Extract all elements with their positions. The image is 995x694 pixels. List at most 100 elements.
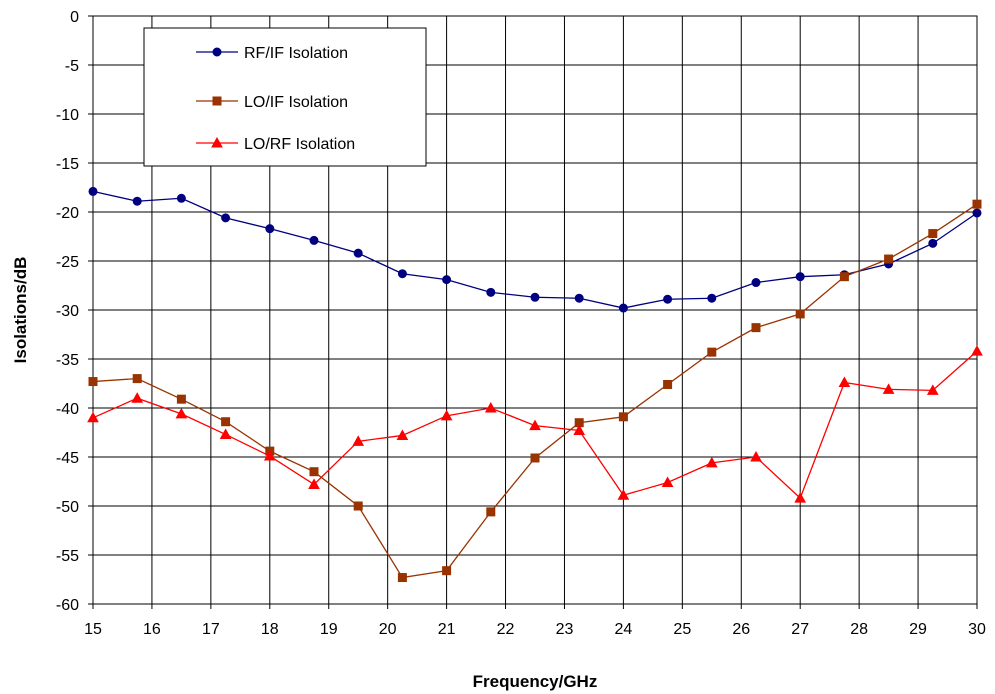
data-point-lo-if-isolation xyxy=(221,417,231,427)
legend-box xyxy=(143,27,427,167)
data-point-lo-rf-isolation xyxy=(882,383,895,394)
x-tick-label: 22 xyxy=(497,621,515,638)
data-point-lo-if-isolation xyxy=(530,453,540,463)
legend-label-rf-if-isolation: RF/IF Isolation xyxy=(244,45,348,62)
data-point-lo-rf-isolation xyxy=(175,407,188,419)
data-point-rf-if-isolation xyxy=(928,238,938,248)
data-point-lo-rf-isolation xyxy=(750,450,762,462)
x-tick-label: 17 xyxy=(202,621,220,638)
data-point-lo-if-isolation xyxy=(618,412,628,422)
data-point-lo-rf-isolation xyxy=(971,345,983,356)
data-point-lo-rf-isolation xyxy=(440,409,453,421)
data-point-lo-rf-isolation xyxy=(705,456,718,468)
data-point-lo-rf-isolation xyxy=(352,435,365,446)
data-point-rf-if-isolation xyxy=(486,287,496,297)
data-point-rf-if-isolation xyxy=(397,269,407,279)
legend: RF/IF Isolation LO/IF Isolation LO/RF Isol… xyxy=(143,27,427,167)
y-tick-label: -60 xyxy=(56,597,79,614)
series-layer xyxy=(87,186,983,583)
data-point-lo-if-isolation xyxy=(839,272,849,282)
series-lo-if-isolation xyxy=(88,199,982,583)
data-point-lo-if-isolation xyxy=(132,374,142,384)
series-line-rf-if-isolation xyxy=(92,190,978,309)
data-point-lo-if-isolation xyxy=(353,501,363,511)
series-rf-if-isolation xyxy=(88,186,982,313)
data-point-rf-if-isolation xyxy=(309,235,319,245)
data-point-lo-rf-isolation xyxy=(529,419,541,431)
y-tick-label: -15 xyxy=(56,156,79,173)
data-point-rf-if-isolation xyxy=(707,293,717,303)
data-point-lo-rf-isolation xyxy=(838,376,851,388)
x-tick-label: 21 xyxy=(438,621,456,638)
x-axis-title: Frequency/GHz xyxy=(473,672,598,691)
data-point-lo-rf-isolation xyxy=(131,392,144,403)
legend-marker-lo-if-isolation xyxy=(212,96,222,106)
data-point-rf-if-isolation xyxy=(265,224,275,234)
data-point-rf-if-isolation xyxy=(972,208,982,218)
data-point-lo-rf-isolation xyxy=(794,492,807,503)
data-point-rf-if-isolation xyxy=(132,196,142,206)
x-tick-label: 23 xyxy=(556,621,574,638)
data-point-lo-if-isolation xyxy=(928,229,938,239)
y-tick-label: -10 xyxy=(56,107,79,124)
data-point-lo-if-isolation xyxy=(884,254,894,264)
data-point-lo-rf-isolation xyxy=(484,401,497,413)
x-tick-label: 29 xyxy=(909,621,927,638)
y-tick-label: -5 xyxy=(65,58,79,75)
data-point-lo-rf-isolation xyxy=(219,428,232,439)
x-tick-label: 15 xyxy=(84,621,102,638)
axes: Frequency/GHz Isolations/dB 15 16 17 18 19 20… xyxy=(11,9,986,691)
data-point-lo-if-isolation xyxy=(88,377,98,387)
data-point-lo-rf-isolation xyxy=(926,384,939,395)
y-tick-label: -30 xyxy=(56,303,79,320)
y-tick-label: -45 xyxy=(56,450,79,467)
data-point-lo-if-isolation xyxy=(397,573,407,583)
data-point-lo-if-isolation xyxy=(795,309,805,319)
x-tick-label: 27 xyxy=(791,621,809,638)
data-point-lo-if-isolation xyxy=(663,379,673,389)
series-lo-rf-isolation xyxy=(87,345,983,503)
data-point-rf-if-isolation xyxy=(751,278,761,288)
x-tick-label: 30 xyxy=(968,621,986,638)
data-point-lo-if-isolation xyxy=(972,199,982,209)
y-tick-label: -20 xyxy=(56,205,79,222)
data-point-lo-if-isolation xyxy=(442,566,452,576)
data-point-rf-if-isolation xyxy=(442,275,452,285)
data-point-lo-rf-isolation xyxy=(87,411,99,423)
x-tick-label: 18 xyxy=(261,621,279,638)
data-point-rf-if-isolation xyxy=(176,193,186,203)
data-point-lo-rf-isolation xyxy=(263,449,276,461)
legend-label-lo-if-isolation: LO/IF Isolation xyxy=(244,94,348,111)
data-point-lo-rf-isolation xyxy=(617,489,630,500)
data-point-lo-if-isolation xyxy=(309,467,319,477)
data-point-lo-if-isolation xyxy=(707,347,717,357)
x-tick-label: 28 xyxy=(850,621,868,638)
data-point-lo-rf-isolation xyxy=(661,476,674,487)
series-line-lo-if-isolation xyxy=(92,203,978,579)
y-tick-label: -25 xyxy=(56,254,79,271)
data-point-lo-if-isolation xyxy=(751,323,761,333)
y-tick-label: 0 xyxy=(70,9,79,26)
y-tick-label: -35 xyxy=(56,352,79,369)
data-point-lo-if-isolation xyxy=(176,394,186,404)
data-point-lo-rf-isolation xyxy=(573,424,586,436)
data-point-rf-if-isolation xyxy=(88,186,98,196)
y-axis-title: Isolations/dB xyxy=(11,257,30,364)
x-tick-label: 25 xyxy=(673,621,691,638)
data-point-rf-if-isolation xyxy=(574,293,584,303)
x-tick-label: 19 xyxy=(320,621,338,638)
data-point-rf-if-isolation xyxy=(618,303,628,313)
data-point-rf-if-isolation xyxy=(795,272,805,282)
x-tick-label: 24 xyxy=(615,621,633,638)
data-point-rf-if-isolation xyxy=(530,292,540,302)
data-point-lo-if-isolation xyxy=(486,507,496,517)
y-tick-label: -40 xyxy=(56,401,79,418)
data-point-rf-if-isolation xyxy=(353,248,363,258)
data-point-rf-if-isolation xyxy=(663,294,673,304)
data-point-rf-if-isolation xyxy=(221,213,231,223)
legend-marker-rf-if-isolation xyxy=(212,47,222,57)
data-point-lo-rf-isolation xyxy=(396,429,409,440)
y-tick-label: -55 xyxy=(56,548,79,565)
